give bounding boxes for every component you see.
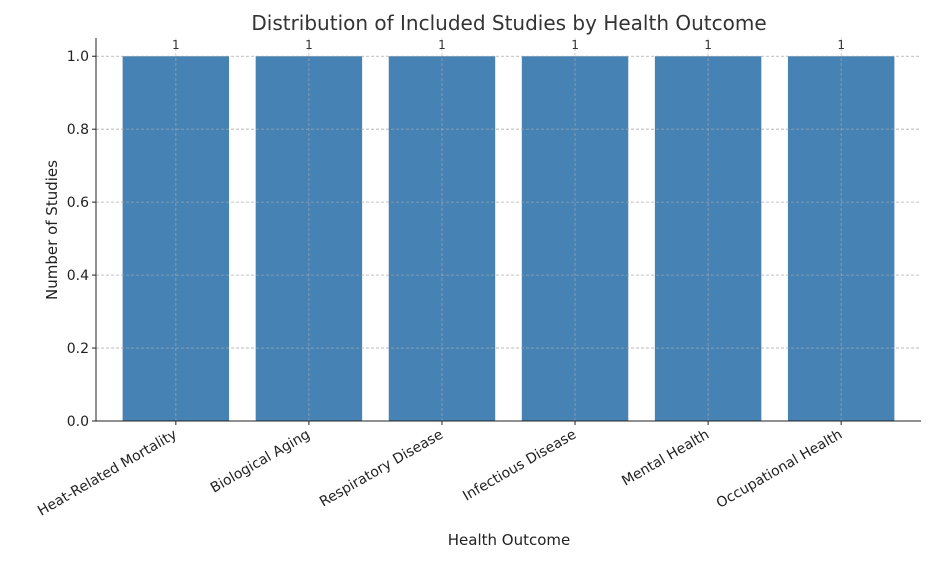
- x-ticks: Heat-Related Mortality Biological Aging Re…: [35, 421, 845, 519]
- y-tick-label: 0.6: [67, 195, 89, 211]
- bar-value-label: 1: [438, 38, 446, 52]
- x-tick-label: Occupational Health: [714, 427, 845, 512]
- y-tick-label: 0.2: [67, 341, 89, 357]
- y-tick-label: 0.4: [67, 268, 89, 284]
- data-labels: 1 1 1 1 1 1: [172, 38, 845, 52]
- axes: [95, 38, 921, 422]
- x-tick-label: Biological Aging: [208, 427, 313, 497]
- x-tick-label: Mental Health: [619, 427, 712, 490]
- bar-value-label: 1: [837, 38, 845, 52]
- bar-value-label: 1: [172, 38, 180, 52]
- y-axis-label: Number of Studies: [43, 160, 61, 300]
- bar-value-label: 1: [571, 38, 579, 52]
- bar-value-label: 1: [704, 38, 712, 52]
- y-tick-label: 1.0: [67, 49, 89, 65]
- x-axis-label: Health Outcome: [448, 531, 570, 549]
- x-tick-label: Heat-Related Mortality: [35, 427, 180, 520]
- bars: [122, 56, 895, 421]
- y-tick-label: 0.8: [67, 122, 89, 138]
- y-ticks: 0.0 0.2 0.4 0.6 0.8 1.0: [67, 49, 96, 430]
- chart-title: Distribution of Included Studies by Heal…: [251, 11, 766, 35]
- y-tick-label: 0.0: [67, 414, 89, 430]
- bar-value-label: 1: [305, 38, 313, 52]
- x-tick-label: Respiratory Disease: [317, 427, 446, 511]
- x-tick-label: Infectious Disease: [460, 427, 579, 505]
